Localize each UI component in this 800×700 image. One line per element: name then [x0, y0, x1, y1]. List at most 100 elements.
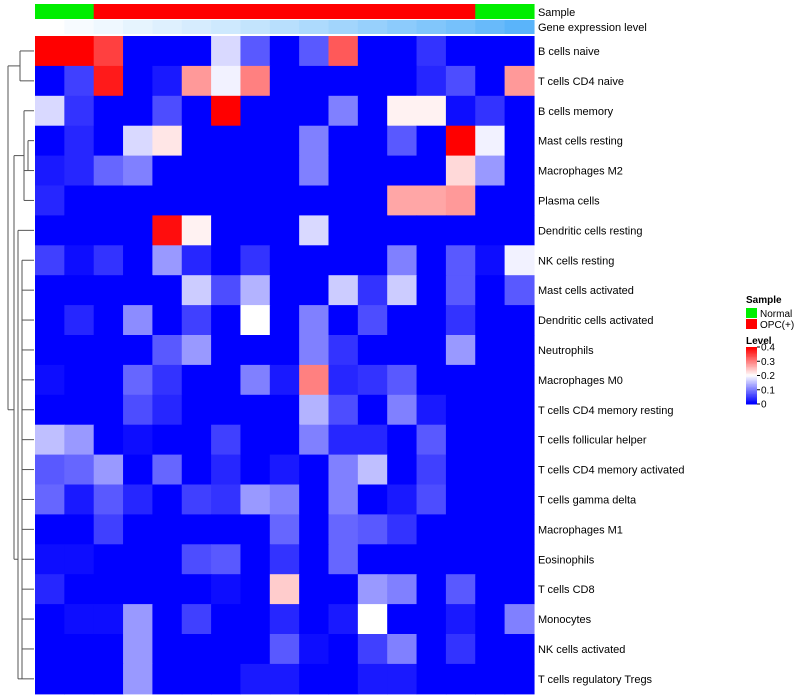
expression-annotation-cell — [387, 20, 418, 34]
legend-gradient-step — [746, 347, 757, 349]
heatmap-cell — [445, 125, 476, 157]
heatmap-cell — [445, 604, 476, 635]
heatmap-cell — [475, 335, 506, 366]
row-label: Eosinophils — [538, 554, 595, 566]
sample-annotation-cell — [416, 4, 447, 19]
heatmap-cell — [445, 634, 476, 665]
heatmap-cell — [211, 574, 242, 605]
sample-annotation-cell — [211, 4, 242, 19]
heatmap-cell — [181, 335, 212, 366]
heatmap-cell — [387, 514, 418, 545]
row-label: Macrophages M2 — [538, 166, 623, 178]
heatmap-cell — [211, 185, 242, 216]
heatmap-cell — [93, 424, 124, 456]
expression-annotation-cell — [475, 20, 506, 34]
heatmap-cell — [387, 663, 418, 695]
heatmap-cell — [93, 634, 124, 665]
heatmap-cell — [152, 95, 183, 127]
heatmap-cell — [211, 424, 242, 456]
heatmap-cell — [357, 544, 388, 575]
heatmap-cell — [299, 394, 330, 426]
row-label: B cells naive — [538, 46, 600, 58]
heatmap-cell — [357, 155, 388, 187]
heatmap-cell — [475, 275, 506, 306]
heatmap-cell — [475, 36, 506, 67]
heatmap-cell — [299, 663, 330, 695]
row-labels: B cells naive T cells CD4 naive B cells me… — [538, 46, 685, 686]
heatmap-cell — [445, 364, 476, 396]
legend-gradient-step — [746, 362, 757, 365]
heatmap-cell — [445, 484, 476, 515]
legend-gradient-step — [746, 352, 757, 355]
sample-annotation-cell — [299, 4, 330, 19]
heatmap-cell — [240, 454, 271, 486]
heatmap-cell — [416, 454, 447, 486]
heatmap-cell — [475, 215, 506, 246]
heatmap-cell — [152, 275, 183, 306]
legend-gradient-step — [746, 389, 757, 392]
sample-annotation-cell — [269, 4, 300, 19]
heatmap-cell — [93, 305, 124, 336]
legend-gradient-step — [746, 391, 757, 394]
heatmap-cell — [445, 544, 476, 575]
expression-annotation-cell — [357, 20, 388, 34]
heatmap-cell — [123, 65, 153, 97]
heatmap-cell — [357, 484, 388, 515]
heatmap-cell — [240, 275, 271, 306]
heatmap-cell — [299, 454, 330, 486]
legend-gradient-step — [746, 359, 757, 362]
heatmap-cell — [299, 484, 330, 515]
heatmap-cell — [299, 574, 330, 605]
heatmap-cell — [211, 484, 242, 515]
heatmap-cell — [357, 215, 388, 246]
heatmap-cell — [35, 275, 65, 306]
heatmap-cell — [211, 394, 242, 426]
expression-annotation-cell — [328, 20, 359, 34]
heatmap-cell — [299, 155, 330, 187]
heatmap-cell — [35, 394, 65, 426]
expression-annotation-cell — [269, 20, 300, 34]
heatmap-cell — [475, 155, 506, 187]
legend-gradient-step — [746, 381, 757, 384]
legend-gradient-step — [746, 378, 757, 381]
legend-gradient-step — [746, 394, 757, 396]
heatmap-cell — [328, 305, 359, 336]
expression-annotation-cell — [35, 20, 65, 34]
heatmap-cell — [416, 155, 447, 187]
heatmap-cell — [299, 544, 330, 575]
heatmap-cell — [64, 36, 95, 67]
heatmap-cell — [269, 36, 300, 67]
heatmap-cell — [445, 514, 476, 545]
heatmap-cell — [416, 335, 447, 366]
heatmap-cell — [64, 125, 95, 157]
legend-gradient-step — [746, 349, 757, 352]
heatmap-cell — [93, 544, 124, 575]
heatmap-cell — [328, 36, 359, 67]
row-label: Macrophages M1 — [538, 524, 623, 536]
heatmap-cell — [416, 275, 447, 306]
heatmap-cell — [64, 424, 95, 456]
heatmap-cell — [211, 544, 242, 575]
heatmap-cell — [475, 514, 506, 545]
heatmap-cell — [299, 604, 330, 635]
legend-gradient-step — [746, 399, 757, 402]
heatmap-cell — [240, 604, 271, 635]
legend-tick-label: 0.1 — [761, 385, 775, 396]
heatmap-cell — [357, 125, 388, 157]
heatmap-cell — [416, 185, 447, 216]
heatmap-cell — [475, 574, 506, 605]
heatmap-cell — [387, 155, 418, 187]
heatmap-cell — [387, 424, 418, 456]
row-label: T cells CD4 naive — [538, 76, 624, 88]
heatmap-cell — [152, 36, 183, 67]
legend-gradient-step — [746, 361, 757, 364]
heatmap-cell — [269, 663, 300, 695]
heatmap-cell — [387, 394, 418, 426]
expression-annotation-cell — [299, 20, 330, 34]
row-label: T cells CD4 memory resting — [538, 405, 674, 417]
heatmap-cell — [475, 544, 506, 575]
heatmap-cell — [328, 185, 359, 216]
heatmap-cell — [445, 95, 476, 127]
heatmap-cell — [152, 424, 183, 456]
heatmap-cell — [152, 663, 183, 695]
